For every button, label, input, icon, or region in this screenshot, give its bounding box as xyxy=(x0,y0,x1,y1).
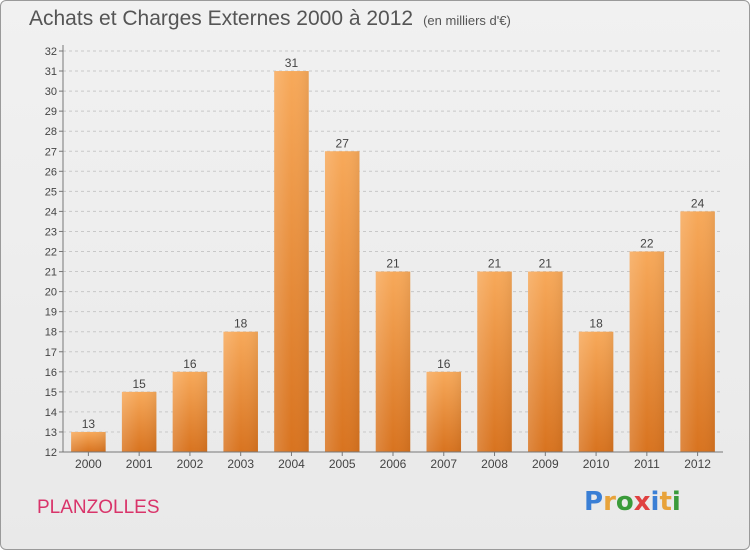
bar-shine xyxy=(680,211,715,452)
logo-letter: i xyxy=(650,487,660,517)
bar-value-label: 18 xyxy=(234,317,248,331)
y-tick-label: 31 xyxy=(45,66,57,78)
bar-value-label: 22 xyxy=(640,237,654,251)
x-tick-label: 2007 xyxy=(430,457,457,471)
y-tick-label: 24 xyxy=(45,206,57,218)
logo-letter: t xyxy=(659,487,672,517)
bar-shine xyxy=(426,371,462,452)
bar-value-label: 27 xyxy=(336,136,350,150)
x-tick-label: 2012 xyxy=(684,457,711,471)
axis-layer: 12 13 14 15 16 17 18 19 20 21 22 23 24 25 26 27 28 29 30 31… xyxy=(45,45,723,471)
town-name: PLANZOLLES xyxy=(37,497,160,518)
y-tick-label: 21 xyxy=(45,267,57,279)
y-tick-label: 25 xyxy=(45,186,57,198)
chart-subtitle: (en milliers d'€) xyxy=(423,13,511,28)
x-tick-label: 2003 xyxy=(227,457,254,471)
logo-letter: o xyxy=(615,487,634,517)
bar-shine xyxy=(477,271,512,452)
logo-letter: x xyxy=(633,487,651,517)
y-tick-label: 23 xyxy=(45,226,57,238)
bar-value-label: 13 xyxy=(82,417,96,431)
x-tick-label: 2009 xyxy=(532,457,559,471)
y-tick-label: 19 xyxy=(45,307,57,319)
y-tick-label: 18 xyxy=(45,327,57,339)
x-tick-label: 2010 xyxy=(583,457,610,471)
y-tick-label: 17 xyxy=(45,347,57,359)
bar-shine xyxy=(629,251,665,452)
y-tick-label: 20 xyxy=(45,287,57,299)
bar-shine xyxy=(71,431,106,452)
x-tick-label: 2001 xyxy=(126,457,153,471)
y-tick-label: 15 xyxy=(45,387,57,399)
x-tick-label: 2002 xyxy=(177,457,204,471)
bar-value-label: 21 xyxy=(539,257,553,271)
logo-letter: i xyxy=(671,487,681,517)
bar-value-label: 16 xyxy=(437,357,451,371)
y-tick-label: 22 xyxy=(45,247,57,259)
bar-value-label: 16 xyxy=(183,357,197,371)
bar-shine xyxy=(375,271,411,452)
bar-shine xyxy=(578,331,614,452)
x-tick-label: 2008 xyxy=(481,457,508,471)
y-tick-label: 30 xyxy=(45,86,57,98)
y-tick-label: 12 xyxy=(45,447,57,459)
bar-shine xyxy=(121,391,157,452)
bar-layer xyxy=(71,71,715,453)
y-tick-label: 32 xyxy=(45,46,57,58)
x-tick-label: 2000 xyxy=(75,457,102,471)
y-tick-label: 26 xyxy=(45,166,57,178)
bar-shine xyxy=(528,271,563,452)
y-tick-label: 14 xyxy=(45,407,57,419)
bar-shine xyxy=(223,331,258,452)
bar-shine xyxy=(172,371,208,452)
x-tick-label: 2004 xyxy=(278,457,305,471)
bar-shine xyxy=(274,71,309,453)
proxiti-logo: Proxiti xyxy=(584,487,681,517)
chart-title: Achats et Charges Externes 2000 à 2012 (e… xyxy=(29,7,511,31)
logo-letter: P xyxy=(584,487,604,517)
bar-shine xyxy=(324,151,360,452)
x-tick-label: 2005 xyxy=(329,457,356,471)
bar-value-label: 31 xyxy=(285,56,299,70)
y-tick-label: 13 xyxy=(45,427,57,439)
y-tick-label: 16 xyxy=(45,367,57,379)
y-tick-label: 29 xyxy=(45,106,57,118)
logo-letter: r xyxy=(603,487,616,517)
y-tick-label: 27 xyxy=(45,146,57,158)
bar-value-label: 21 xyxy=(386,257,400,271)
x-tick-label: 2006 xyxy=(380,457,407,471)
y-tick-label: 28 xyxy=(45,126,57,138)
bar-value-label: 21 xyxy=(488,257,502,271)
x-tick-label: 2011 xyxy=(634,457,660,471)
label-layer: 13 15 16 18 31 27 21 16 21 21 18 22 24 xyxy=(82,56,705,431)
bar-value-label: 24 xyxy=(691,196,705,210)
bar-value-label: 15 xyxy=(132,377,146,391)
chart-title-text: Achats et Charges Externes 2000 à 2012 xyxy=(29,7,414,30)
bar-value-label: 18 xyxy=(589,317,603,331)
